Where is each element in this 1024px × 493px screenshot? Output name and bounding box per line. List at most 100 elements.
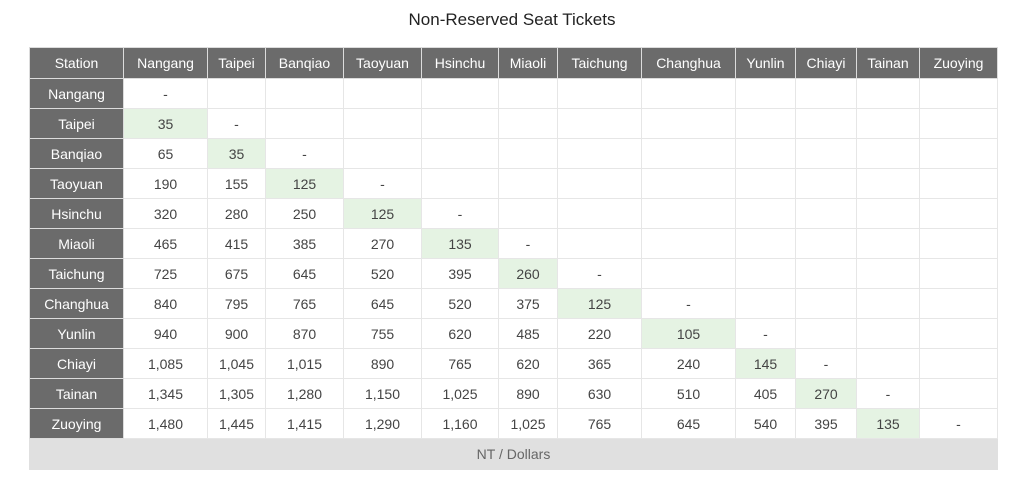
fare-cell: 240 [641, 348, 736, 379]
fare-cell: 250 [265, 198, 344, 229]
fare-cell: 405 [735, 378, 796, 409]
fare-cell: 1,085 [123, 348, 208, 379]
column-header-tainan: Tainan [856, 47, 920, 79]
fare-cell: 135 [421, 228, 499, 259]
fare-cell [557, 108, 642, 139]
fare-cell [735, 198, 796, 229]
fare-cell: 940 [123, 318, 208, 349]
fare-cell [919, 318, 998, 349]
row-header-changhua: Changhua [29, 288, 124, 319]
fare-cell: 375 [498, 288, 558, 319]
fare-cell [795, 288, 857, 319]
fare-cell: 270 [343, 228, 422, 259]
fare-cell [421, 138, 499, 169]
fare-cell [735, 228, 796, 259]
fare-cell [641, 228, 736, 259]
fare-cell: 395 [421, 258, 499, 289]
fare-cell [343, 78, 422, 109]
fare-cell: 395 [795, 408, 857, 439]
fare-cell: 415 [207, 228, 266, 259]
fare-cell: 645 [343, 288, 422, 319]
fare-cell: 1,025 [421, 378, 499, 409]
table-row: Miaoli 465 415 385 270 135- [29, 228, 998, 259]
column-header-banqiao: Banqiao [265, 47, 344, 79]
fare-cell: 1,445 [207, 408, 266, 439]
fare-cell [421, 108, 499, 139]
fare-cell: - [641, 288, 736, 319]
fare-cell: 320 [123, 198, 208, 229]
fare-cell [856, 168, 920, 199]
fare-cell [795, 138, 857, 169]
fare-cell: - [498, 228, 558, 259]
fare-cell: 890 [498, 378, 558, 409]
table-row: Yunlin 940 900 870 755 620 485 220 105- [29, 318, 998, 349]
fare-cell [919, 138, 998, 169]
row-header-miaoli: Miaoli [29, 228, 124, 259]
fare-cell: 1,150 [343, 378, 422, 409]
fare-cell [641, 168, 736, 199]
fare-cell [498, 108, 558, 139]
fare-cell: 35 [207, 138, 266, 169]
fare-cell [856, 258, 920, 289]
row-header-taipei: Taipei [29, 108, 124, 139]
fare-table-body: Nangang - Taipei 35- Banqiao 65 35- Taoyuan 190 1… [29, 78, 998, 439]
header-row: Station Nangang Taipei Banqiao Taoyuan H… [29, 47, 998, 79]
row-header-chiayi: Chiayi [29, 348, 124, 379]
table-row: Chiayi 1,085 1,045 1,015 890 765 620 365 240 145- [29, 348, 998, 379]
fare-cell [795, 108, 857, 139]
column-header-taoyuan: Taoyuan [343, 47, 422, 79]
fare-cell [343, 138, 422, 169]
fare-cell [498, 168, 558, 199]
row-header-hsinchu: Hsinchu [29, 198, 124, 229]
fare-cell: 125 [343, 198, 422, 229]
fare-cell: 645 [265, 258, 344, 289]
page-title: Non-Reserved Seat Tickets [408, 10, 616, 29]
fare-cell [421, 78, 499, 109]
fare-cell [557, 78, 642, 109]
fare-cell: 540 [735, 408, 796, 439]
fare-cell: 1,025 [498, 408, 558, 439]
fare-cell: 485 [498, 318, 558, 349]
table-row: Taipei 35- [29, 108, 998, 139]
fare-cell: 260 [498, 258, 558, 289]
fare-cell [641, 108, 736, 139]
fare-cell [735, 138, 796, 169]
fare-cell: 1,345 [123, 378, 208, 409]
fare-cell [735, 258, 796, 289]
row-header-nangang: Nangang [29, 78, 124, 109]
fare-cell: 135 [856, 408, 920, 439]
column-header-chiayi: Chiayi [795, 47, 857, 79]
fare-cell [557, 228, 642, 259]
fare-cell: 510 [641, 378, 736, 409]
fare-cell: 630 [557, 378, 642, 409]
fare-cell [795, 198, 857, 229]
fare-cell [265, 78, 344, 109]
table-row: Taichung 725 675 645 520 395 260- [29, 258, 998, 289]
fare-cell: - [207, 108, 266, 139]
fare-cell: 125 [265, 168, 344, 199]
fare-cell [641, 78, 736, 109]
fare-cell: 520 [421, 288, 499, 319]
fare-cell: 645 [641, 408, 736, 439]
fare-cell: 1,305 [207, 378, 266, 409]
fare-cell: - [265, 138, 344, 169]
row-header-taichung: Taichung [29, 258, 124, 289]
fare-cell [557, 138, 642, 169]
column-header-miaoli: Miaoli [498, 47, 558, 79]
row-header-taoyuan: Taoyuan [29, 168, 124, 199]
fare-cell: - [856, 378, 920, 409]
fare-cell: 155 [207, 168, 266, 199]
fare-cell: 1,280 [265, 378, 344, 409]
fare-cell [856, 138, 920, 169]
column-header-taipei: Taipei [207, 47, 266, 79]
fare-cell [421, 168, 499, 199]
currency-note: NT / Dollars [29, 438, 998, 470]
column-header-changhua: Changhua [641, 47, 736, 79]
fare-cell [557, 168, 642, 199]
table-row: Hsinchu 320 280 250 125- [29, 198, 998, 229]
table-row: Zuoying 1,480 1,445 1,415 1,290 1,160 1,025 765… [29, 408, 998, 439]
fare-cell: 35 [123, 108, 208, 139]
fare-cell [498, 198, 558, 229]
fare-cell [343, 108, 422, 139]
fare-cell: - [123, 78, 208, 109]
